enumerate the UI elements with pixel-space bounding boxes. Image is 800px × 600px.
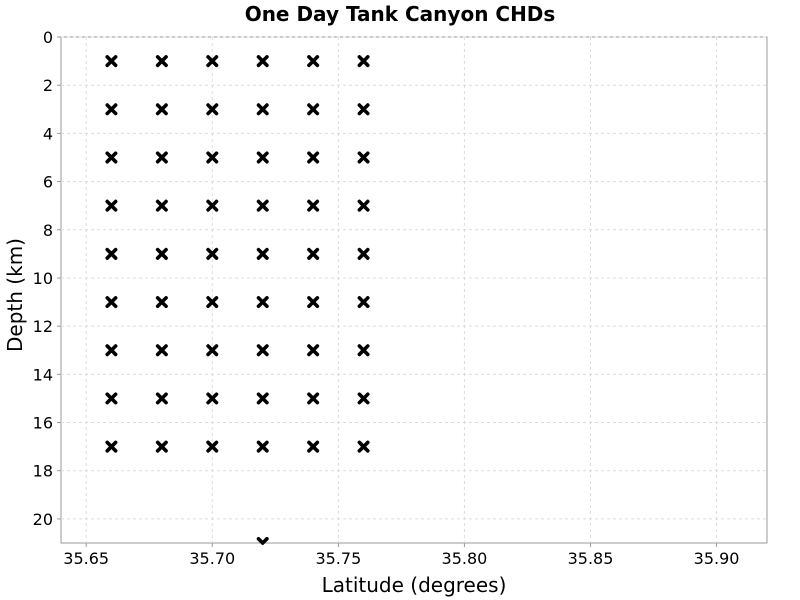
- y-axis-label: Depth (km): [3, 238, 27, 352]
- data-point: [206, 296, 219, 309]
- data-point: [155, 103, 168, 116]
- data-point: [307, 55, 320, 68]
- data-point: [206, 247, 219, 260]
- data-point: [256, 151, 269, 164]
- data-point: [206, 55, 219, 68]
- data-point: [307, 151, 320, 164]
- data-point: [357, 296, 370, 309]
- data-point: [155, 199, 168, 212]
- data-point: [206, 199, 219, 212]
- data-point: [105, 103, 118, 116]
- y-tick-label: 2: [43, 76, 53, 95]
- y-axis-ticks: 0 2 4 6 8 10 12 14 16 18 20: [33, 28, 61, 529]
- x-tick-label: 35.65: [63, 549, 109, 568]
- data-point: [307, 247, 320, 260]
- y-tick-label: 8: [43, 221, 53, 240]
- x-axis-ticks: 35.65 35.70 35.75 35.80 35.85 35.90: [63, 543, 739, 568]
- y-tick-label: 10: [33, 269, 53, 288]
- data-point: [256, 103, 269, 116]
- data-point: [357, 199, 370, 212]
- data-point: [357, 151, 370, 164]
- data-point: [357, 247, 370, 260]
- data-point: [256, 55, 269, 68]
- data-point: [256, 344, 269, 357]
- y-tick-label: 6: [43, 173, 53, 192]
- data-point: [256, 296, 269, 309]
- data-point: [256, 199, 269, 212]
- x-axis-label: Latitude (degrees): [322, 573, 507, 597]
- data-point: [256, 440, 269, 453]
- data-point: [206, 151, 219, 164]
- data-point: [105, 392, 118, 405]
- data-point: [256, 392, 269, 405]
- y-tick-label: 14: [33, 365, 53, 384]
- data-point: [155, 151, 168, 164]
- data-point: [256, 536, 269, 545]
- data-point: [155, 344, 168, 357]
- data-point: [206, 344, 219, 357]
- data-point: [357, 55, 370, 68]
- data-point: [357, 440, 370, 453]
- y-tick-label: 0: [43, 28, 53, 47]
- plot-area: 35.65 35.70 35.75 35.80 35.85 35.90 0 2 4 6 8 10 12…: [33, 28, 768, 568]
- data-point: [206, 440, 219, 453]
- data-point: [105, 440, 118, 453]
- x-tick-label: 35.90: [694, 549, 740, 568]
- data-point: [105, 296, 118, 309]
- data-point: [357, 344, 370, 357]
- data-point: [155, 440, 168, 453]
- data-point: [105, 199, 118, 212]
- data-points: [105, 55, 370, 545]
- data-point: [105, 344, 118, 357]
- data-point: [357, 392, 370, 405]
- grid-lines: [61, 36, 767, 543]
- x-tick-label: 35.70: [189, 549, 235, 568]
- data-point: [105, 151, 118, 164]
- data-point: [206, 392, 219, 405]
- data-point: [206, 103, 219, 116]
- x-tick-label: 35.80: [442, 549, 488, 568]
- data-point: [105, 247, 118, 260]
- data-point: [307, 440, 320, 453]
- data-point: [155, 296, 168, 309]
- data-point: [307, 344, 320, 357]
- chart-title: One Day Tank Canyon CHDs: [245, 2, 556, 26]
- y-tick-label: 20: [33, 510, 53, 529]
- data-point: [155, 55, 168, 68]
- y-tick-label: 12: [33, 317, 53, 336]
- data-point: [357, 103, 370, 116]
- y-tick-label: 16: [33, 414, 53, 433]
- data-point: [307, 296, 320, 309]
- data-point: [155, 392, 168, 405]
- y-tick-label: 4: [43, 124, 53, 143]
- data-point: [105, 55, 118, 68]
- y-tick-label: 18: [33, 462, 53, 481]
- x-tick-label: 35.75: [315, 549, 361, 568]
- plot-frame: [60, 36, 768, 544]
- data-point: [307, 103, 320, 116]
- data-point: [307, 392, 320, 405]
- data-point: [307, 199, 320, 212]
- data-point: [155, 247, 168, 260]
- data-point: [256, 247, 269, 260]
- x-tick-label: 35.85: [568, 549, 614, 568]
